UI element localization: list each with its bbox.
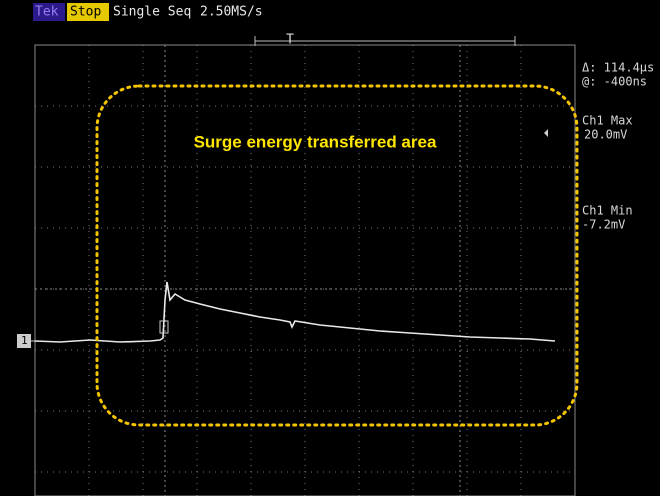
cursor-delta: Δ: 114.4µs	[582, 61, 654, 75]
annotation: Surge energy transferred area	[194, 132, 437, 151]
acq-mode: Single Seq	[113, 5, 191, 20]
min-label: Ch1 Min	[582, 204, 633, 218]
min-value: -7.2mV	[582, 218, 625, 232]
scope-screen: Tek Stop Single Seq 2.50MS/s T Δ: 114.4µ…	[0, 0, 660, 496]
sample-rate: 2.50MS/s	[200, 5, 263, 20]
max-value: 20.0mV	[584, 128, 627, 142]
brand: Tek	[35, 5, 59, 20]
channel-marker: 1	[21, 334, 28, 347]
background	[0, 0, 660, 496]
max-label: Ch1 Max	[582, 114, 633, 128]
cursor-at: @: -400ns	[582, 75, 647, 89]
trigger-marker: T	[286, 33, 294, 48]
run-state: Stop	[70, 5, 101, 20]
